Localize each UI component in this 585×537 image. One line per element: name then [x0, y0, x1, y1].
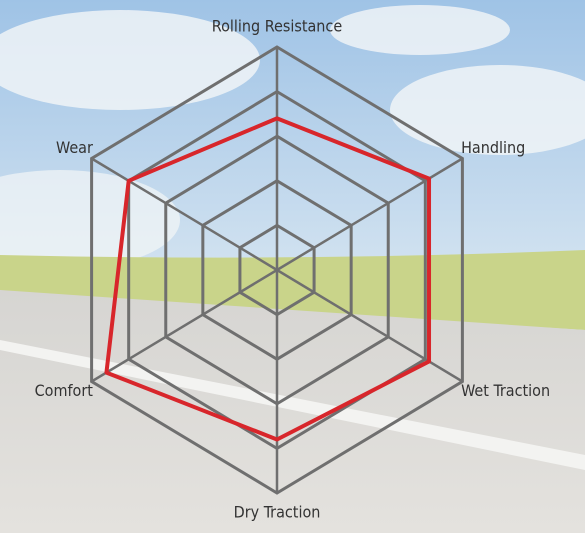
grid	[90, 45, 464, 495]
axis-spoke	[276, 157, 464, 272]
axis-label: Wet Traction	[461, 381, 550, 400]
data-area	[104, 116, 432, 442]
marks: Rolling Resistance Handling Wet Traction Dr…	[35, 16, 551, 521]
axis-label: Handling	[461, 138, 525, 157]
axis-spoke	[90, 157, 278, 272]
axis-label: Wear	[56, 138, 93, 157]
axis-label: Dry Traction	[234, 503, 321, 522]
axis-label: Rolling Resistance	[212, 16, 343, 35]
axis-label: Comfort	[35, 381, 94, 400]
axis-spoke	[276, 268, 464, 383]
axis-spoke	[90, 268, 278, 383]
